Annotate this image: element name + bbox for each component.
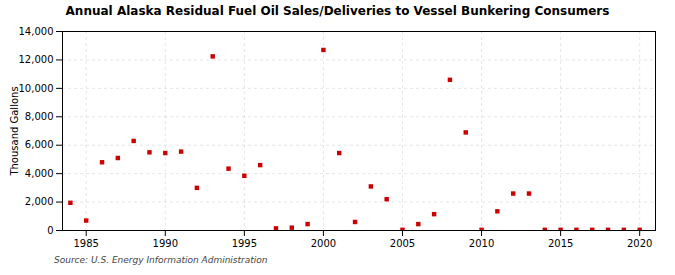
svg-text:4,000: 4,000 — [25, 168, 54, 179]
html-text:Annual Alaska Residual Fuel Oi: Annual Alaska Residual Fuel Oil Sales/De… — [65, 4, 610, 18]
html-text:Source: U.S. Energy Informatio: Source: U.S. Energy Information Administ… — [54, 255, 268, 265]
svg-text:10,000: 10,000 — [19, 83, 54, 94]
svg-text:8,000: 8,000 — [25, 111, 54, 122]
svg-text:1995: 1995 — [232, 238, 257, 249]
svg-text:12,000: 12,000 — [19, 54, 54, 65]
svg-text:Thousand Gallons: Thousand Gallons — [9, 86, 20, 176]
svg-text:14,000: 14,000 — [19, 26, 54, 37]
svg-text:2,000: 2,000 — [25, 196, 54, 207]
svg-text:6,000: 6,000 — [25, 139, 54, 150]
svg-text:2015: 2015 — [548, 238, 573, 249]
svg-text:1990: 1990 — [153, 238, 178, 249]
svg-text:1985: 1985 — [73, 238, 98, 249]
svg-text:2000: 2000 — [311, 238, 336, 249]
svg-text:2010: 2010 — [469, 238, 494, 249]
svg-text:2020: 2020 — [627, 238, 652, 249]
svg-text:2005: 2005 — [390, 238, 415, 249]
svg-text:0: 0 — [47, 225, 53, 236]
